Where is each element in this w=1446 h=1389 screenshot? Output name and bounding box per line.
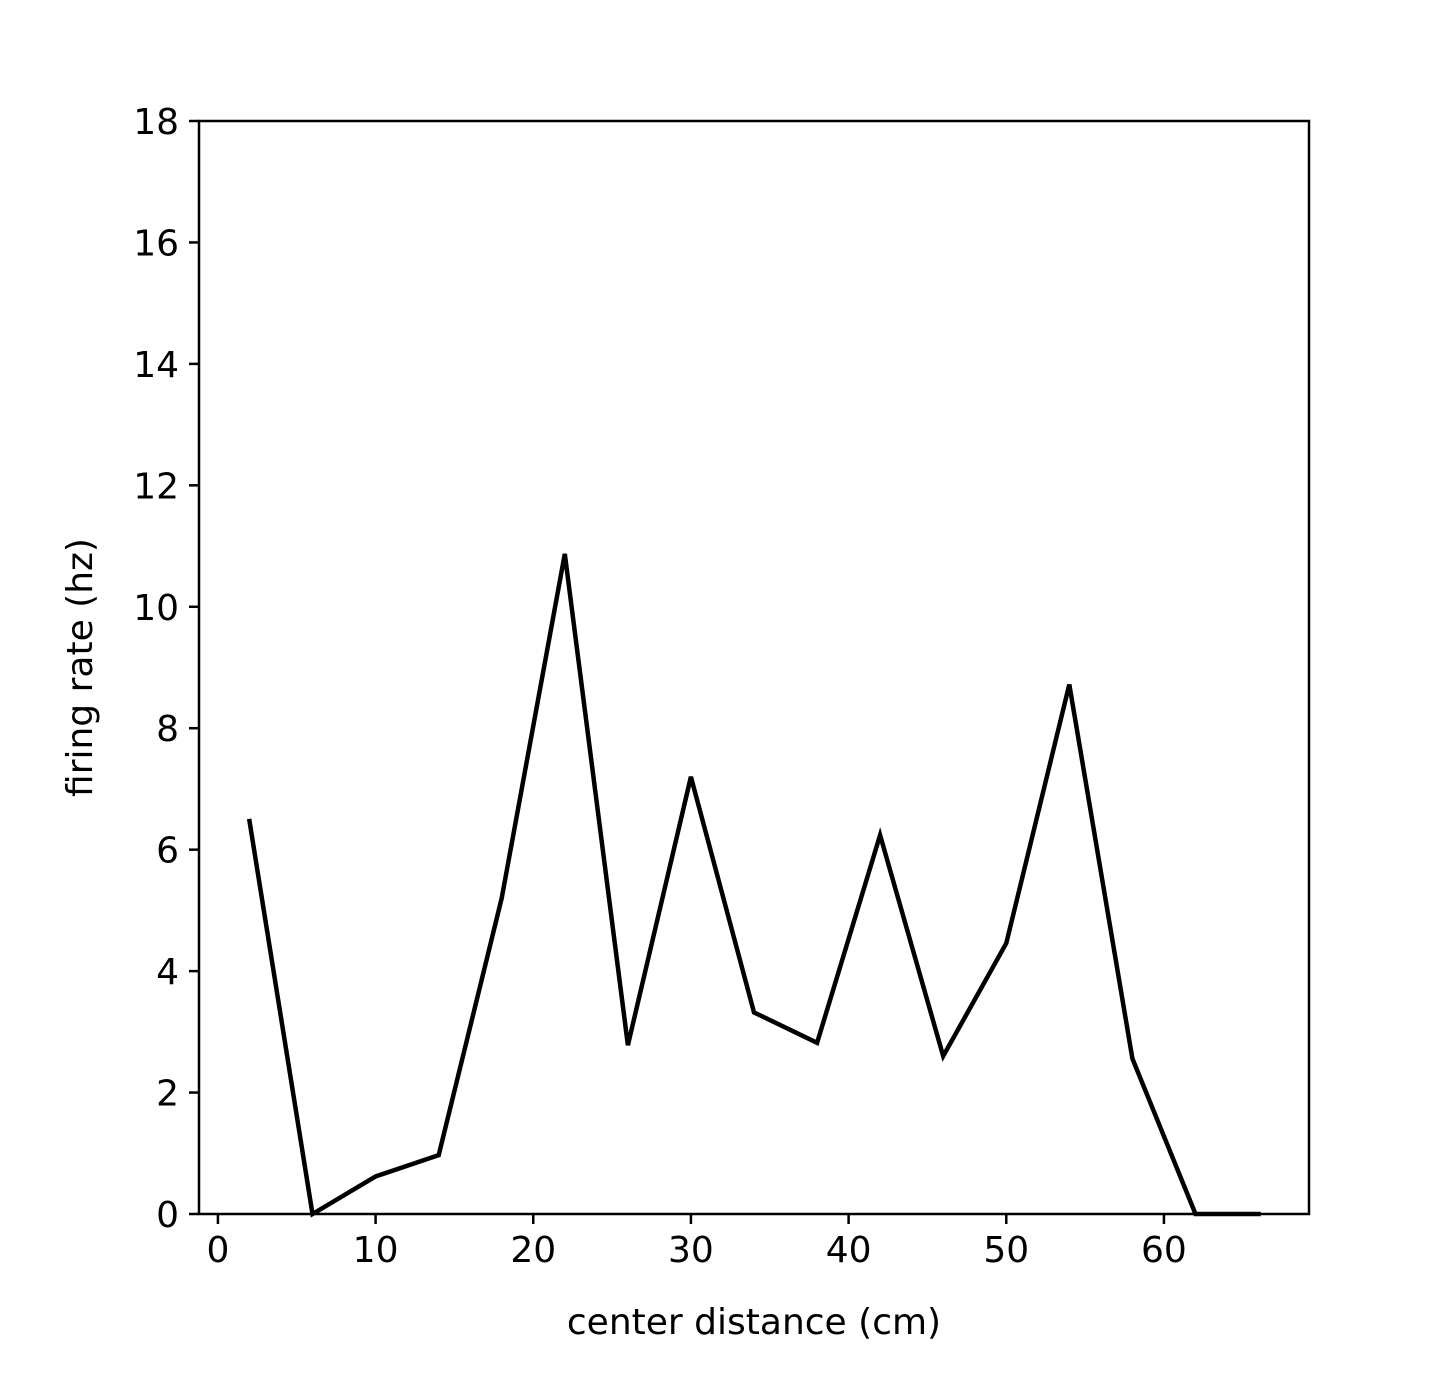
x-tick-label: 30: [668, 1230, 714, 1271]
x-tick-label: 0: [206, 1230, 229, 1271]
x-axis-ticks: 0 10 20 30 40 50 60: [206, 1214, 1187, 1271]
plot-area-frame: [197, 119, 1311, 1216]
x-tick-label: 40: [826, 1230, 872, 1271]
y-axis-label: firing rate (hz): [60, 538, 101, 797]
y-axis-ticks: 0 2 4 6 8 10 12 14 16 18: [133, 102, 199, 1236]
y-tick-label: 14: [133, 345, 179, 386]
series-line: [246, 553, 1261, 1218]
y-tick-label: 4: [156, 952, 179, 993]
y-tick-label: 16: [133, 223, 179, 264]
x-axis-label: center distance (cm): [567, 1302, 941, 1343]
y-tick-label: 8: [156, 709, 179, 750]
x-tick-label: 60: [1141, 1230, 1187, 1271]
y-tick-label: 2: [156, 1074, 179, 1115]
x-tick-label: 50: [983, 1230, 1029, 1271]
x-tick-label: 20: [510, 1230, 556, 1271]
y-tick-label: 12: [133, 466, 179, 507]
y-tick-label: 10: [133, 588, 179, 629]
y-tick-label: 6: [156, 831, 179, 872]
y-tick-label: 18: [133, 102, 179, 143]
x-tick-label: 10: [353, 1230, 399, 1271]
y-tick-label: 0: [156, 1195, 179, 1236]
